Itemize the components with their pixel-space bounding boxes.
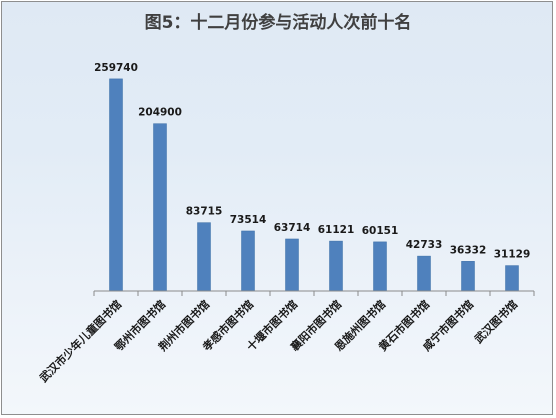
data-label-6: 61121 — [318, 224, 355, 236]
x-tick-labels-layer: 武汉市少年儿童图书馆鄂州市图书馆荆州市图书馆孝感市图书馆十堰市图书馆襄阳市图书馆… — [36, 297, 520, 385]
bar-7 — [373, 241, 387, 292]
bar-10 — [505, 265, 519, 292]
bar-6 — [329, 240, 343, 292]
x-ticks-layer — [93, 291, 535, 296]
x-tick-label-10: 武汉图书馆 — [471, 297, 520, 346]
bar-4 — [241, 230, 255, 292]
chart-title: 图5：十二月份参与活动人次前十名 — [145, 12, 412, 33]
bar-5 — [285, 238, 299, 292]
data-labels-layer: 259740 204900 83715 73514 63714 61121 60151 427… — [94, 62, 530, 261]
bars-layer — [109, 78, 519, 292]
bar-2 — [153, 123, 167, 292]
bar-9 — [461, 261, 475, 292]
data-label-8: 42733 — [406, 239, 443, 251]
bar-8 — [417, 255, 431, 292]
data-label-2: 204900 — [138, 107, 182, 119]
data-label-1: 259740 — [94, 62, 138, 74]
data-label-9: 36332 — [450, 244, 487, 256]
bar-3 — [197, 222, 211, 292]
data-label-7: 60151 — [362, 225, 399, 237]
data-label-4: 73514 — [230, 214, 267, 226]
x-tick-label-1: 武汉市少年儿童图书馆 — [36, 297, 124, 385]
data-label-5: 63714 — [274, 222, 311, 234]
data-label-10: 31129 — [494, 249, 531, 261]
bar-1 — [109, 78, 123, 292]
data-label-3: 83715 — [186, 206, 223, 218]
